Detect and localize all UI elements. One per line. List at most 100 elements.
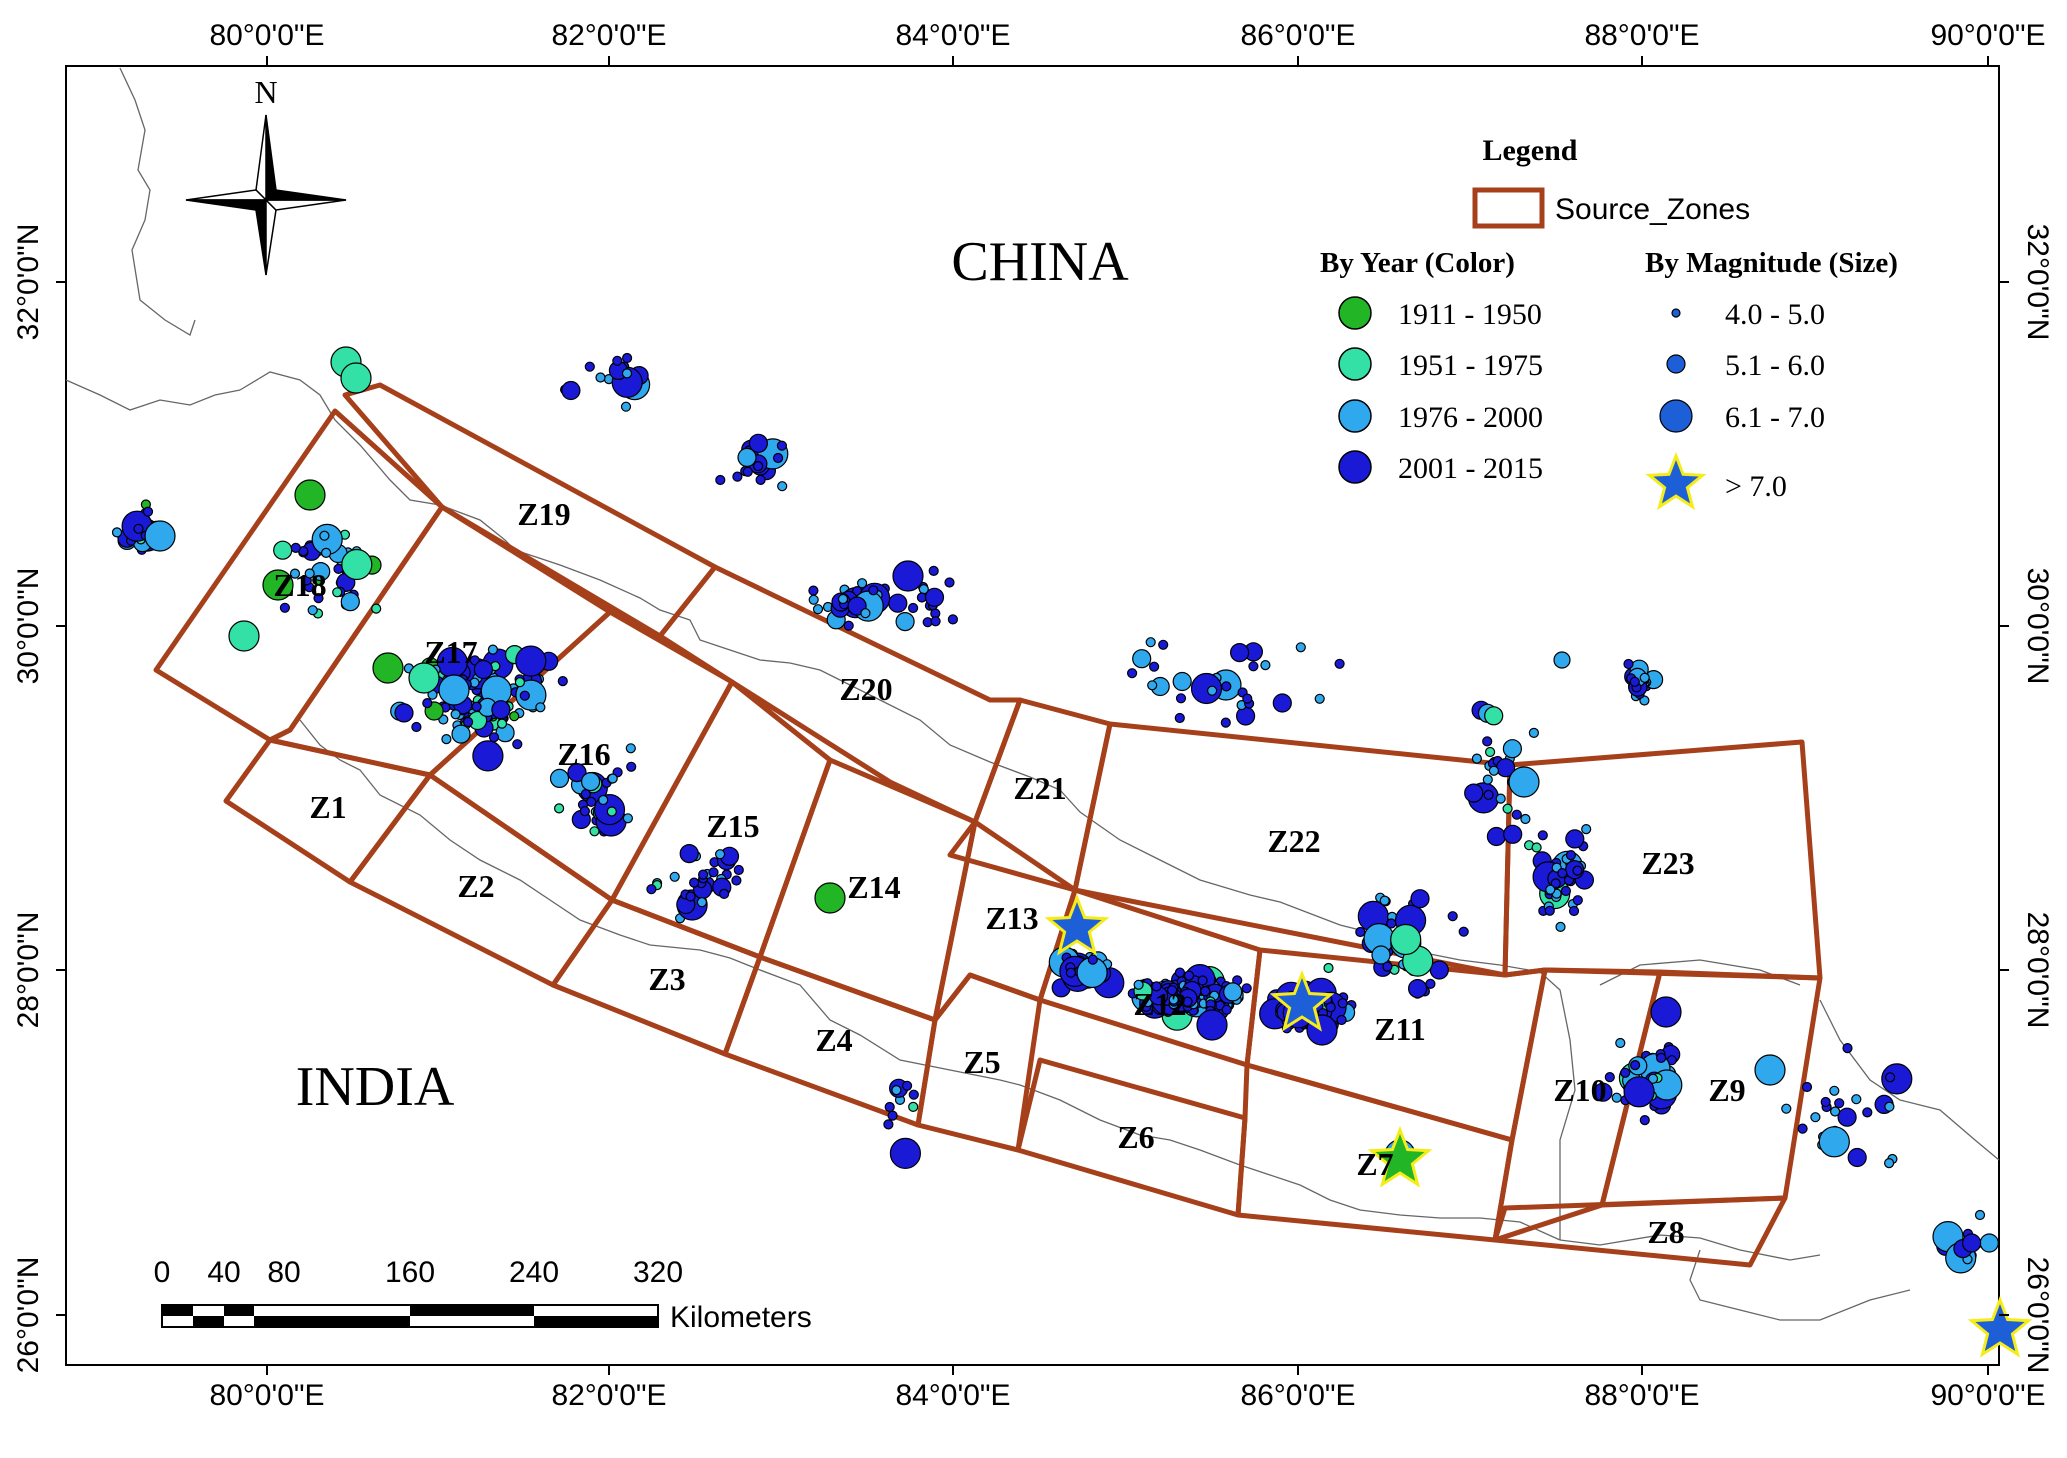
earthquake-event-large [372, 652, 404, 684]
earthquake-event [1615, 1037, 1626, 1049]
lat-label-30-left: 30°0'0"N [12, 568, 45, 685]
earthquake-event [1979, 1233, 1999, 1253]
earthquake-event [1248, 661, 1259, 672]
major-earthquake-star [1044, 893, 1110, 956]
earthquake-event [1221, 681, 1232, 692]
source-zone-polygon [1492, 1195, 1788, 1268]
year-label-1911-1950: 1911 - 1950 [1398, 298, 1542, 331]
year-swatch-1976-2000 [1338, 399, 1372, 433]
earthquake-event [887, 1110, 898, 1121]
latitude-labels-right: 32°0'0"N 30°0'0"N 28°0'0"N 26°0'0"N [2021, 224, 2054, 1374]
earthquake-event [1174, 967, 1186, 978]
earthquake-event [884, 1101, 895, 1113]
lon-label-86-top: 86°0'0"E [1240, 19, 1355, 52]
earthquake-event [394, 703, 414, 723]
earthquake-event [944, 577, 955, 588]
earthquake-event [808, 585, 819, 596]
earthquake-event [612, 355, 623, 366]
earthquake-event [1190, 672, 1223, 705]
major-earthquake-star [1967, 1295, 2033, 1358]
earthquake-event [1410, 889, 1430, 909]
earthquake-event [1166, 985, 1178, 996]
earthquake-event [1471, 753, 1483, 764]
earthquake-event [1572, 895, 1583, 906]
lon-label-82-top: 82°0'0"E [551, 19, 666, 52]
lon-label-88-bottom: 88°0'0"E [1584, 1379, 1699, 1412]
major-earthquake-star [1269, 969, 1335, 1032]
earthquake-event [1483, 789, 1494, 801]
scale-tick-0: 0 [154, 1256, 171, 1289]
earthquake-event [1555, 921, 1566, 933]
earthquake-event [1168, 994, 1179, 1005]
border-east [1819, 999, 2000, 1161]
magnitude-label-4-5: 4.0 - 5.0 [1725, 298, 1825, 331]
earthquake-event [549, 768, 570, 789]
legend-by-magnitude-title: By Magnitude (Size) [1645, 247, 1898, 279]
zone-label: Z5 [963, 1044, 1000, 1080]
earthquake-events-layer [111, 346, 2033, 1358]
earthquake-event [580, 788, 591, 800]
earthquake-event [1829, 1106, 1841, 1117]
scale-bar: 0 40 80 160 240 320 Kilometers [154, 1256, 812, 1334]
source-zone-polygon [1492, 967, 1663, 1243]
earthquake-event [1272, 693, 1292, 713]
earthquake-event [772, 452, 784, 464]
scale-tick-80: 80 [267, 1256, 300, 1289]
earthquake-event [341, 548, 373, 581]
earthquake-event [1132, 649, 1152, 669]
earthquake-event [1881, 1063, 1913, 1095]
earthquake-event [290, 542, 301, 554]
zone-label: Z13 [985, 900, 1038, 936]
earthquake-event [1639, 672, 1650, 683]
earthquake-event [319, 530, 330, 541]
earthquake-event [930, 616, 941, 627]
earthquake-event [1241, 983, 1252, 994]
earthquake-event [1531, 842, 1542, 853]
earthquake-event [776, 440, 788, 451]
border-west-2 [65, 379, 241, 411]
north-arrow: N [185, 74, 347, 276]
earthquake-event [646, 884, 657, 895]
map-frame [65, 65, 2000, 1366]
earthquake-event [748, 433, 769, 453]
earthquake-event [621, 352, 633, 364]
earthquake-event [509, 711, 520, 722]
year-label-2001-2015: 2001 - 2015 [1398, 452, 1543, 485]
earthquake-event [1183, 970, 1195, 981]
legend-title: Legend [1482, 134, 1577, 167]
earthquake-event [731, 875, 742, 886]
country-label-china: CHINA [951, 231, 1129, 293]
lat-label-26-right: 26°0'0"N [2021, 1257, 2054, 1374]
earthquake-event [1390, 923, 1422, 956]
earthquake-event [715, 474, 726, 486]
earthquake-event [1572, 865, 1583, 876]
earthquake-event [584, 361, 595, 372]
border-west [119, 67, 196, 336]
year-label-1951-1975: 1951 - 1975 [1398, 349, 1543, 382]
earthquake-event [1862, 1107, 1873, 1118]
earthquake-event [450, 709, 461, 720]
earthquake-event [1502, 803, 1513, 814]
earthquake-event [1537, 830, 1548, 841]
earthquake-event [1174, 712, 1185, 724]
earthquake-event [1503, 824, 1523, 844]
graticule-ticks [56, 56, 2009, 1375]
earthquake-event [1520, 813, 1531, 825]
earthquake-event [111, 527, 123, 538]
lat-label-28-right: 28°0'0"N [2021, 912, 2054, 1029]
zone-label: Z7 [1356, 1146, 1393, 1182]
zone-label: Z22 [1267, 823, 1320, 859]
border-sikkim [1539, 971, 1576, 1240]
longitude-labels-top: 80°0'0"E 82°0'0"E 84°0'0"E 86°0'0"E 88°0… [209, 19, 2045, 52]
earthquake-event [340, 592, 360, 612]
earthquake-event [742, 466, 753, 477]
earthquake-event [411, 721, 422, 733]
earthquake-event [620, 401, 632, 412]
lon-label-84-bottom: 84°0'0"E [895, 1379, 1010, 1412]
earthquake-event [471, 701, 482, 712]
earthquake-event [332, 587, 343, 598]
earthquake-event [696, 897, 708, 908]
scale-bar-unit: Kilometers [670, 1301, 812, 1334]
earthquake-event [1379, 895, 1390, 906]
border-nepal-south [299, 719, 1561, 1241]
